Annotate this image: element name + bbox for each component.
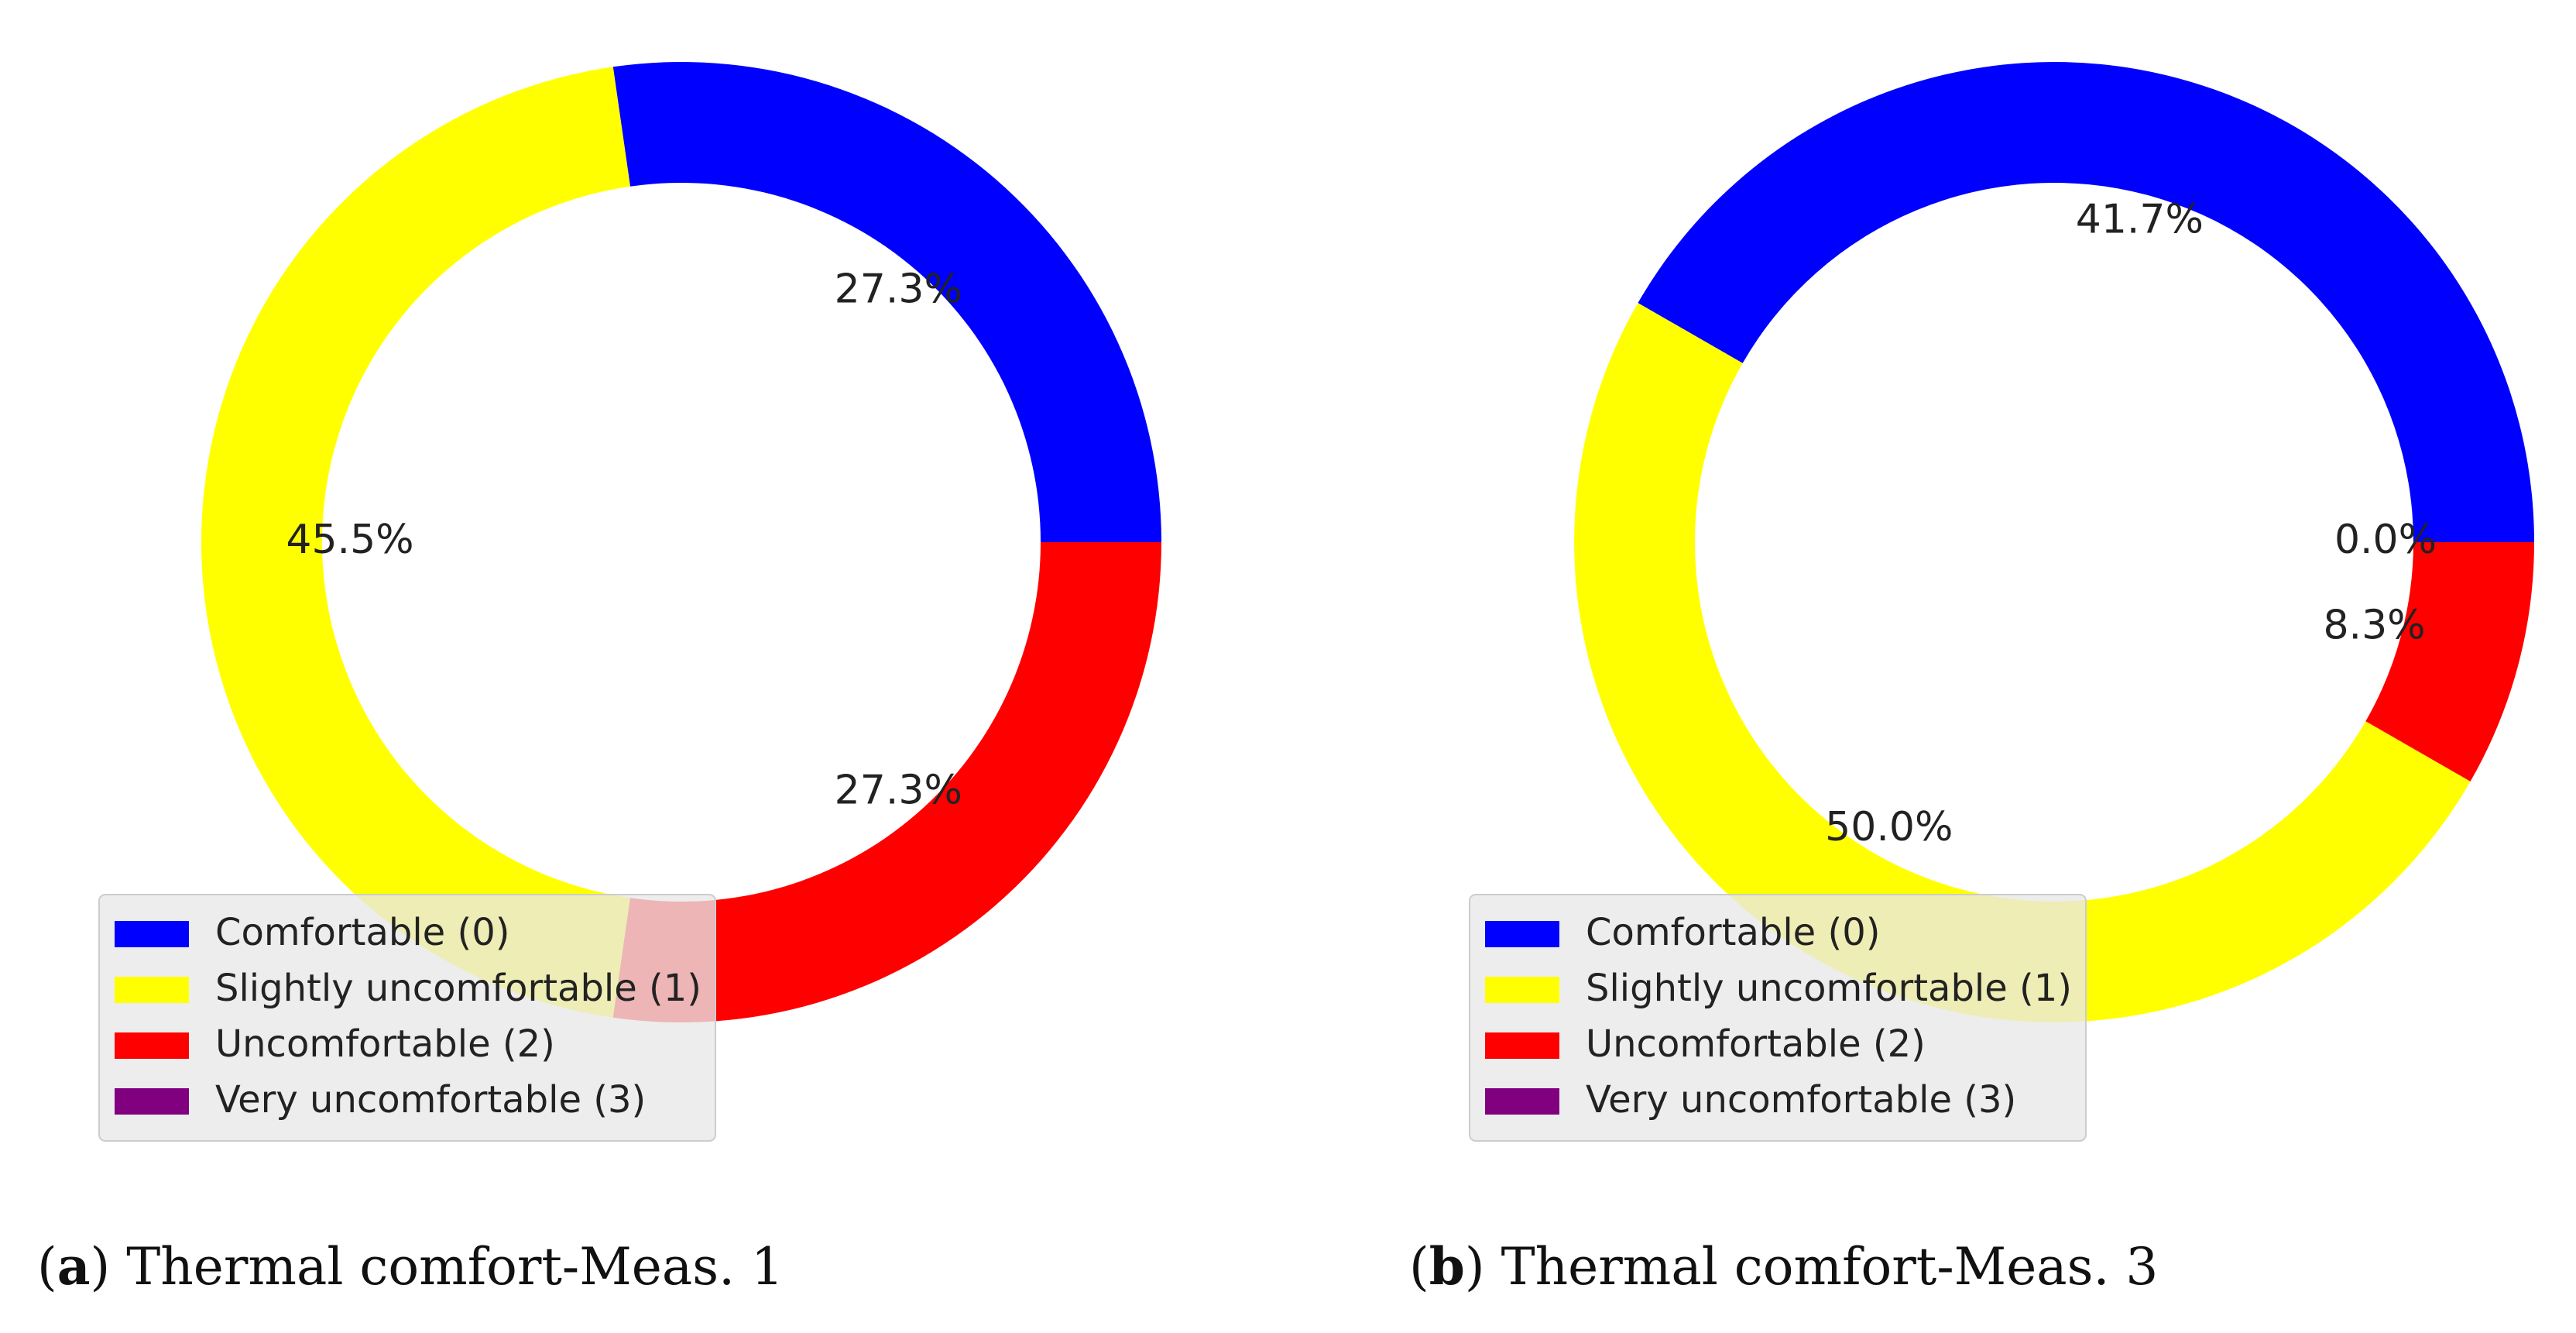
legend-swatch	[115, 1088, 189, 1115]
caption-paren-open: (	[37, 1237, 57, 1297]
legend-swatch	[115, 977, 189, 1003]
legend-swatch	[1485, 977, 1559, 1003]
legend-label: Comfortable (0)	[1586, 911, 1880, 954]
caption-letter: b	[1429, 1236, 1465, 1297]
slice-percentage-label: 27.3%	[835, 767, 962, 813]
caption-paren-close: )	[1465, 1237, 1501, 1297]
slice-percentage-label: 41.7%	[2076, 196, 2204, 242]
donut-value-labels: 41.7% 50.0% 8.3% 0.0%	[1825, 196, 2437, 850]
slice-percentage-label: 45.5%	[286, 517, 413, 563]
donut-slice-0	[612, 61, 1161, 542]
caption-paren-open: (	[1409, 1237, 1429, 1297]
slice-percentage-label: 0.0%	[2334, 517, 2437, 563]
donut-value-labels: 27.3% 45.5% 27.3%	[286, 266, 962, 814]
donut-slice-0	[1638, 61, 2534, 542]
donut-slice-1	[201, 67, 630, 1018]
legend: Comfortable (0) Slightly uncomfortable (1…	[98, 894, 716, 1142]
legend-box	[98, 894, 716, 1142]
donut-slice-2	[2365, 542, 2534, 782]
legend-label: Uncomfortable (2)	[215, 1022, 555, 1066]
slice-percentage-label: 50.0%	[1825, 804, 1953, 850]
legend-swatch	[115, 921, 189, 947]
donut-slice-1	[1574, 303, 2471, 1022]
caption-text: Thermal comfort-Meas. 3	[1501, 1237, 2159, 1297]
donut-chart-b: Comfortable (0) Slightly uncomfortable (1…	[1409, 61, 2534, 1297]
legend-swatch	[1485, 921, 1559, 947]
legend-label: Very uncomfortable (3)	[215, 1078, 646, 1122]
subfigure-caption: (a) Thermal comfort-Meas. 1	[37, 1236, 784, 1297]
donut-chart-a: Comfortable (0) Slightly uncomfortable (1…	[37, 61, 1161, 1297]
caption-letter: a	[57, 1236, 91, 1297]
donut-wedges	[1574, 61, 2534, 1022]
caption-paren-close: )	[91, 1237, 127, 1297]
legend-swatch	[1485, 1088, 1559, 1115]
legend-label: Comfortable (0)	[215, 911, 509, 954]
caption-text: Thermal comfort-Meas. 1	[126, 1237, 784, 1297]
legend-label: Very uncomfortable (3)	[1586, 1078, 2016, 1122]
subfigure-caption: (b) Thermal comfort-Meas. 3	[1409, 1236, 2158, 1297]
legend-label: Slightly uncomfortable (1)	[215, 967, 701, 1010]
legend-label: Uncomfortable (2)	[1586, 1022, 1926, 1066]
slice-percentage-label: 8.3%	[2323, 602, 2425, 648]
legend-swatch	[1485, 1032, 1559, 1059]
legend: Comfortable (0) Slightly uncomfortable (1…	[1469, 894, 2087, 1142]
donut-slice-2	[612, 542, 1161, 1023]
legend-box	[1469, 894, 2087, 1142]
slice-percentage-label: 27.3%	[835, 266, 962, 313]
donut-wedges	[201, 61, 1161, 1023]
legend-label: Slightly uncomfortable (1)	[1586, 967, 2072, 1010]
legend-swatch	[115, 1032, 189, 1059]
